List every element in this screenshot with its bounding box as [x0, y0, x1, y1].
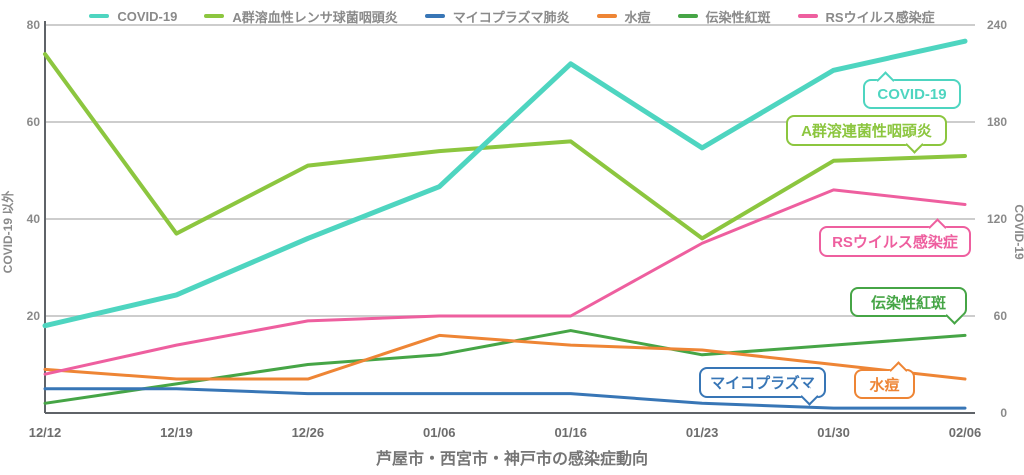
legend-item-mycoplasma[interactable]: マイコプラズマ肺炎 — [424, 7, 570, 26]
series-line-3 — [43, 333, 967, 381]
annotation-varicella: 水痘 — [854, 361, 915, 399]
x-axis-tick-label: 01/23 — [686, 425, 719, 440]
legend-item-varicella[interactable]: 水痘 — [596, 7, 651, 26]
x-axis-tick-label: 01/30 — [817, 425, 850, 440]
legend-label: 伝染性紅斑 — [705, 9, 771, 25]
annotation-covid-19: COVID-19 — [863, 71, 961, 109]
left-axis-tick-label: 80 — [27, 18, 41, 32]
legend-label: 水痘 — [624, 9, 651, 25]
x-axis-tick-label: 12/12 — [29, 425, 62, 440]
annotation-label: RSウイルス感染症 — [832, 234, 958, 251]
legend-item-rs[interactable]: RSウイルス感染症 — [797, 7, 935, 26]
annotation-label: 水痘 — [869, 376, 900, 394]
legend-label: A群溶血性レンサ球菌咽頭炎 — [232, 9, 398, 25]
chart-legend: COVID-19 A群溶血性レンサ球菌咽頭炎 マイコプラズマ肺炎 水痘 伝染性紅… — [0, 5, 1024, 27]
right-axis-tick-label: 120 — [987, 212, 1007, 226]
legend-swatch-covid-19 — [89, 14, 110, 18]
x-axis-tick-label: 01/06 — [423, 425, 456, 440]
left-axis-tick-label: 60 — [27, 115, 41, 129]
annotation-label: 伝染性紅斑 — [870, 294, 946, 312]
annotation-strep-pharyngitis: A群溶連菌性咽頭炎 — [786, 115, 947, 154]
series-line-2 — [43, 387, 967, 410]
x-axis-tick-label: 12/26 — [292, 425, 325, 440]
right-axis-tick-label: 60 — [994, 309, 1008, 323]
x-axis-tick-label: 12/19 — [160, 425, 193, 440]
annotation-mycoplasma: マイコプラズマ — [699, 367, 826, 406]
annotation-label: A群溶連菌性咽頭炎 — [801, 123, 932, 140]
annotation-erythema-infectiosum: 伝染性紅斑 — [850, 287, 967, 325]
legend-label: COVID-19 — [117, 8, 178, 24]
annotation-rs-virus: RSウイルス感染症 — [819, 218, 971, 257]
left-axis-tick-label: 20 — [27, 309, 41, 323]
series-line-4 — [43, 329, 967, 405]
legend-item-strep[interactable]: A群溶血性レンサ球菌咽頭炎 — [204, 7, 398, 26]
series-line-5 — [43, 188, 967, 376]
right-axis-title: COVID-19 — [1012, 204, 1024, 260]
legend-swatch-strep — [204, 14, 225, 18]
annotation-label: COVID-19 — [877, 85, 947, 103]
right-axis-tick-label: 240 — [987, 18, 1007, 32]
right-axis-tick-label: 0 — [1000, 406, 1007, 420]
right-axis-tick-label: 180 — [987, 115, 1007, 129]
x-axis-tick-label: 01/16 — [554, 425, 587, 440]
legend-swatch-rs — [797, 14, 818, 18]
series-line-0 — [42, 38, 968, 329]
chart-title: 芦屋市・西宮市・神戸市の感染症動向 — [375, 451, 648, 468]
legend-item-covid-19[interactable]: COVID-19 — [89, 9, 177, 24]
left-axis-title: COVID-19 以外 — [0, 191, 15, 274]
legend-swatch-varicella — [596, 14, 617, 18]
legend-label: RSウイルス感染症 — [825, 9, 935, 25]
legend-swatch-mycoplasma — [424, 14, 445, 18]
series-line-1 — [43, 52, 967, 241]
legend-swatch-erythema — [677, 14, 698, 18]
annotation-label: マイコプラズマ — [710, 375, 815, 392]
legend-label: マイコプラズマ肺炎 — [452, 9, 570, 25]
x-axis-tick-label: 02/06 — [949, 425, 982, 440]
legend-item-erythema[interactable]: 伝染性紅斑 — [677, 7, 771, 26]
left-axis-tick-label: 40 — [27, 212, 41, 226]
